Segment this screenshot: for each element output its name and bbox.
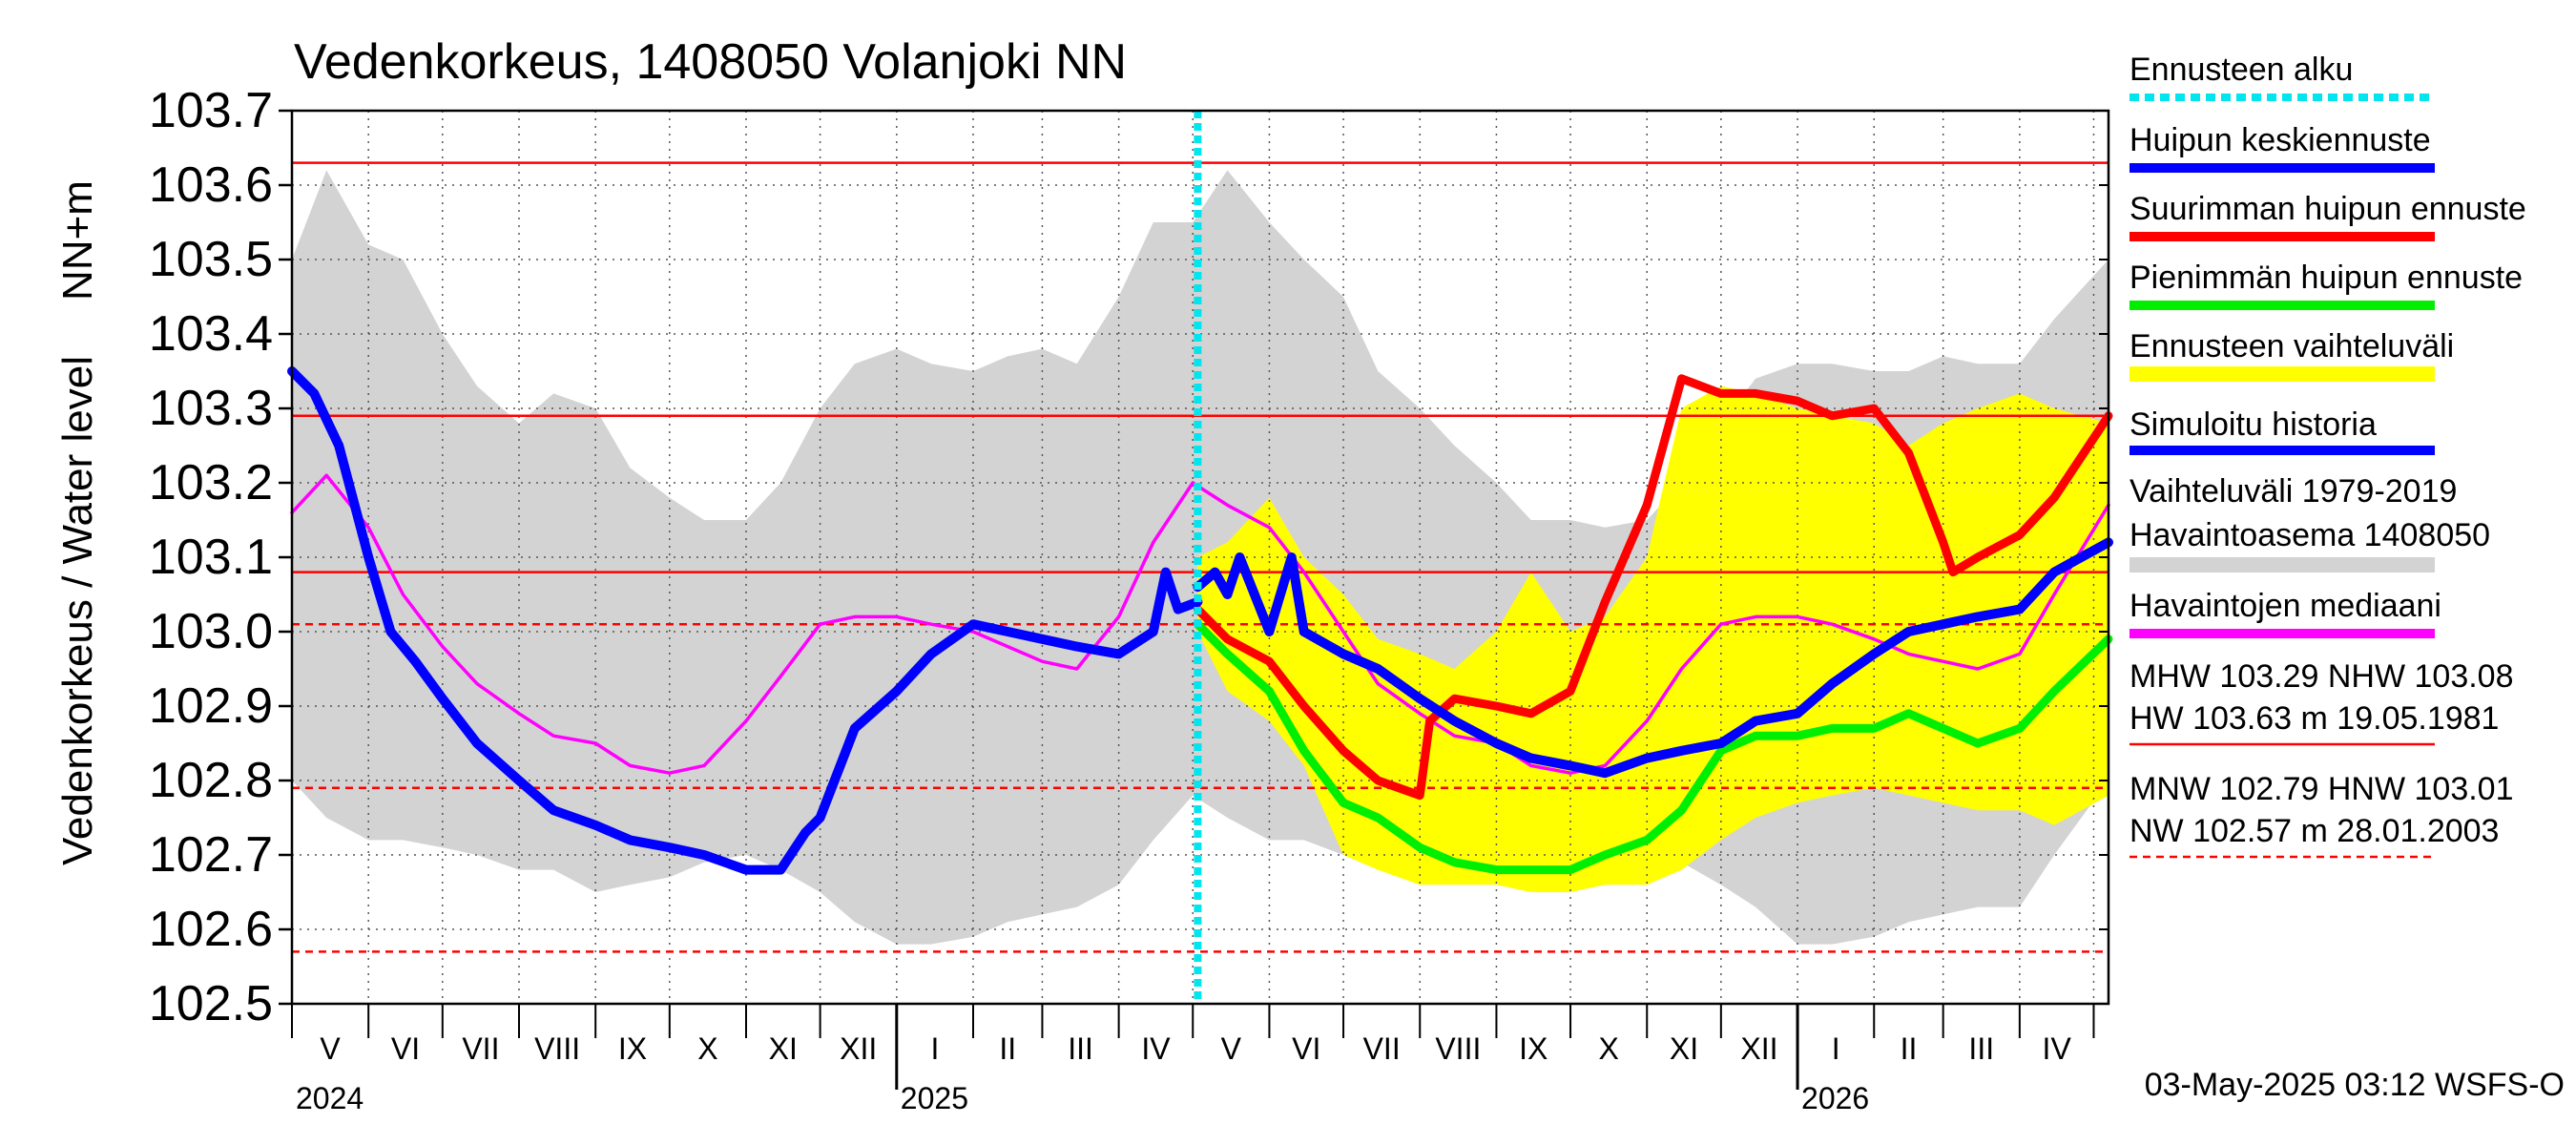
month-label: VII xyxy=(462,1031,499,1066)
month-label: X xyxy=(1598,1031,1618,1066)
y-tick-label: 102.8 xyxy=(149,753,273,808)
month-label: I xyxy=(1832,1031,1840,1066)
month-label: XII xyxy=(840,1031,877,1066)
month-label: V xyxy=(320,1031,341,1066)
month-label: III xyxy=(1068,1031,1093,1066)
y-tick-label: 103.4 xyxy=(149,306,273,362)
y-tick-label: 103.6 xyxy=(149,157,273,213)
chart-title: Vedenkorkeus, 1408050 Volanjoki NN xyxy=(294,34,1127,90)
legend-high-water-label-2: HW 103.63 m 19.05.1981 xyxy=(2129,700,2499,737)
month-label: III xyxy=(1968,1031,1994,1066)
max-peak-forecast-line xyxy=(1193,374,2113,801)
year-label: 2025 xyxy=(901,1081,968,1115)
mean-peak-forecast-line xyxy=(1193,537,2113,779)
legend-median-label: Havaintojen mediaani xyxy=(2129,588,2441,624)
month-label: IX xyxy=(1519,1031,1548,1066)
y-tick-label: 103.2 xyxy=(149,455,273,510)
month-label: IV xyxy=(1141,1031,1171,1066)
month-label: VI xyxy=(391,1031,420,1066)
y-tick-label: 103.1 xyxy=(149,530,273,585)
y-axis-label: Vedenkorkeus / Water level xyxy=(54,356,101,865)
median-line xyxy=(290,473,2110,775)
legend-simulated-history-label: Simuloitu historia xyxy=(2129,406,2377,443)
month-label: II xyxy=(999,1031,1016,1066)
legend-historical-range-label-2: Havaintoasema 1408050 xyxy=(2129,517,2490,553)
y-tick-label: 102.7 xyxy=(149,827,273,883)
min-peak-forecast-line xyxy=(1193,619,2113,875)
legend-historical-range-label: Vaihteluväli 1979-2019 xyxy=(2129,473,2457,510)
month-label: IV xyxy=(2043,1031,2072,1066)
legend-forecast-range-label: Ennusteen vaihteluväli xyxy=(2129,328,2454,364)
legend: Ennusteen alku Huipun keskiennuste Suurimm… xyxy=(2129,52,2526,859)
legend-forecast-start-label: Ennusteen alku xyxy=(2129,52,2353,88)
y-tick-label: 103.7 xyxy=(149,83,273,138)
y-tick-label: 103.3 xyxy=(149,381,273,436)
year-label: 2026 xyxy=(1801,1081,1869,1115)
month-label: VIII xyxy=(534,1031,580,1066)
month-label: VI xyxy=(1292,1031,1320,1066)
y-axis-unit: NN+m xyxy=(54,180,101,301)
legend-max-peak-label: Suurimman huipun ennuste xyxy=(2129,191,2526,227)
month-label: VII xyxy=(1363,1031,1401,1066)
legend-min-peak-label: Pienimmän huipun ennuste xyxy=(2129,260,2523,296)
year-label: 2024 xyxy=(296,1081,364,1115)
month-label: I xyxy=(930,1031,939,1066)
legend-high-water-label: MHW 103.29 NHW 103.08 xyxy=(2129,658,2514,695)
month-label: VIII xyxy=(1435,1031,1481,1066)
axes-layer: 102.5 102.6 102.7 102.8 102.9 103.0 103.1 103.2… xyxy=(149,83,2110,1115)
month-label: XI xyxy=(1670,1031,1698,1066)
month-label: II xyxy=(1901,1031,1918,1066)
simulated-history-line xyxy=(287,366,1203,875)
timestamp-footer: 03-May-2025 03:12 WSFS-O xyxy=(2145,1067,2565,1103)
y-tick-label: 102.6 xyxy=(149,902,273,957)
month-label: V xyxy=(1221,1031,1242,1066)
y-tick-label: 102.5 xyxy=(149,976,273,1031)
month-label: XII xyxy=(1740,1031,1777,1066)
legend-low-water-label-2: NW 102.57 m 28.01.2003 xyxy=(2129,813,2499,849)
legend-low-water-label: MNW 102.79 HNW 103.01 xyxy=(2129,771,2514,807)
month-label: IX xyxy=(618,1031,647,1066)
legend-mean-peak-label: Huipun keskiennuste xyxy=(2129,122,2431,158)
month-label: XI xyxy=(769,1031,798,1066)
y-tick-label: 103.0 xyxy=(149,604,273,659)
y-tick-label: 103.5 xyxy=(149,232,273,287)
series-lines-layer xyxy=(287,111,2113,1004)
month-label: X xyxy=(697,1031,717,1066)
y-tick-label: 102.9 xyxy=(149,678,273,734)
